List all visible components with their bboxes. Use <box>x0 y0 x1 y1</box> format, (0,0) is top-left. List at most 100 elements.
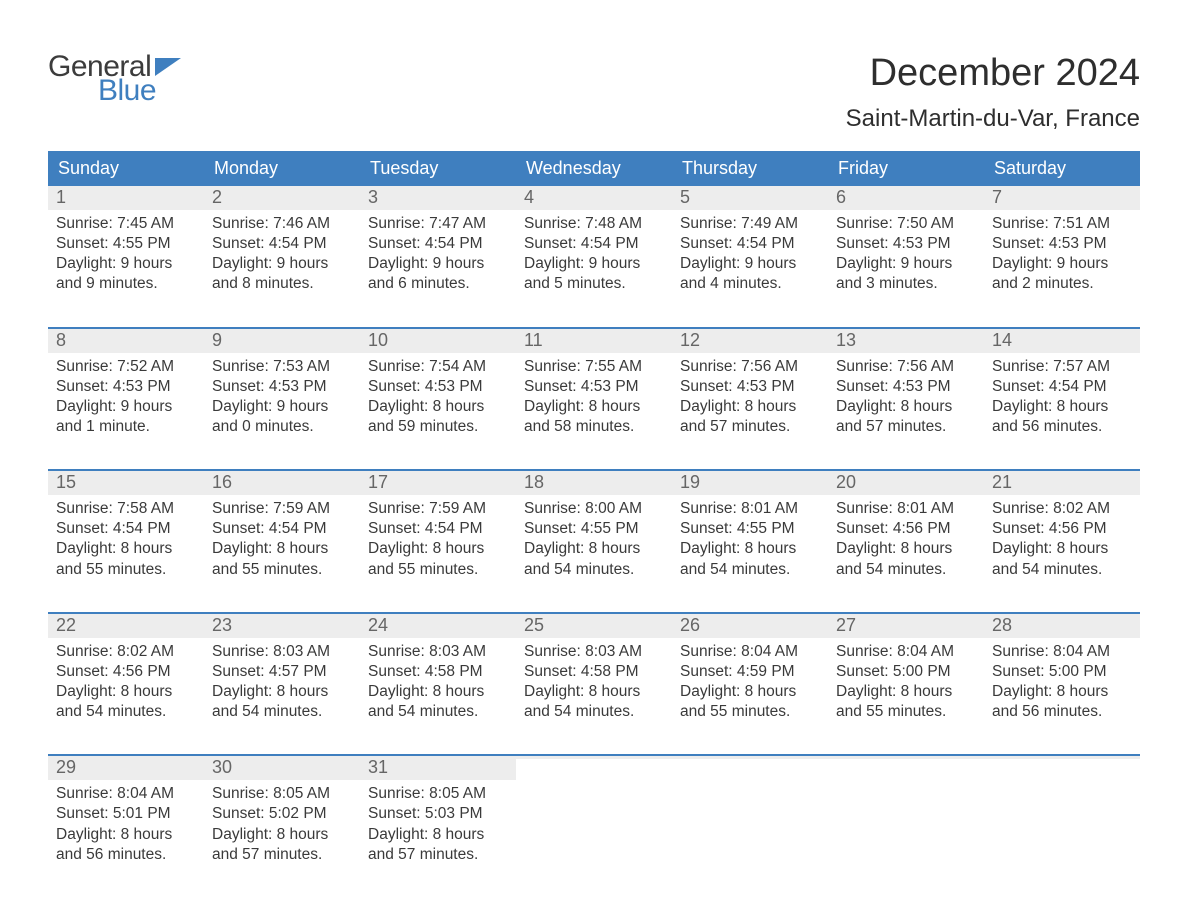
day-body <box>828 759 984 763</box>
sunset-text: Sunset: 4:53 PM <box>56 377 196 397</box>
sunset-text: Sunset: 4:58 PM <box>368 662 508 682</box>
day-cell: 25Sunrise: 8:03 AMSunset: 4:58 PMDayligh… <box>516 614 672 737</box>
weekday-header: Friday <box>828 151 984 186</box>
weekday-header: Tuesday <box>360 151 516 186</box>
daylight-text: Daylight: 8 hours and 54 minutes. <box>992 539 1132 579</box>
day-cell: 20Sunrise: 8:01 AMSunset: 4:56 PMDayligh… <box>828 471 984 594</box>
sunset-text: Sunset: 4:54 PM <box>680 234 820 254</box>
sunrise-text: Sunrise: 8:00 AM <box>524 499 664 519</box>
day-number: 30 <box>204 756 360 780</box>
day-number: 24 <box>360 614 516 638</box>
day-cell: 17Sunrise: 7:59 AMSunset: 4:54 PMDayligh… <box>360 471 516 594</box>
sunrise-text: Sunrise: 7:58 AM <box>56 499 196 519</box>
day-cell: 23Sunrise: 8:03 AMSunset: 4:57 PMDayligh… <box>204 614 360 737</box>
sunrise-text: Sunrise: 7:56 AM <box>680 357 820 377</box>
day-body <box>516 759 672 763</box>
day-cell: 11Sunrise: 7:55 AMSunset: 4:53 PMDayligh… <box>516 329 672 452</box>
day-cell: 27Sunrise: 8:04 AMSunset: 5:00 PMDayligh… <box>828 614 984 737</box>
day-cell: 5Sunrise: 7:49 AMSunset: 4:54 PMDaylight… <box>672 186 828 309</box>
day-body: Sunrise: 7:45 AMSunset: 4:55 PMDaylight:… <box>48 210 204 295</box>
sunset-text: Sunset: 4:58 PM <box>524 662 664 682</box>
day-number: 25 <box>516 614 672 638</box>
day-number: 16 <box>204 471 360 495</box>
daylight-text: Daylight: 8 hours and 55 minutes. <box>212 539 352 579</box>
sunset-text: Sunset: 4:54 PM <box>56 519 196 539</box>
daylight-text: Daylight: 8 hours and 54 minutes. <box>680 539 820 579</box>
calendar: Sunday Monday Tuesday Wednesday Thursday… <box>48 151 1140 879</box>
day-number: 31 <box>360 756 516 780</box>
sunrise-text: Sunrise: 7:49 AM <box>680 214 820 234</box>
sunset-text: Sunset: 4:55 PM <box>680 519 820 539</box>
week-row: 15Sunrise: 7:58 AMSunset: 4:54 PMDayligh… <box>48 469 1140 594</box>
weekday-header: Thursday <box>672 151 828 186</box>
day-body: Sunrise: 7:47 AMSunset: 4:54 PMDaylight:… <box>360 210 516 295</box>
sunrise-text: Sunrise: 7:59 AM <box>212 499 352 519</box>
day-body: Sunrise: 8:02 AMSunset: 4:56 PMDaylight:… <box>48 638 204 723</box>
sunrise-text: Sunrise: 7:51 AM <box>992 214 1132 234</box>
location: Saint-Martin-du-Var, France <box>846 105 1140 133</box>
sunset-text: Sunset: 4:53 PM <box>524 377 664 397</box>
daylight-text: Daylight: 8 hours and 55 minutes. <box>56 539 196 579</box>
day-body: Sunrise: 8:03 AMSunset: 4:58 PMDaylight:… <box>360 638 516 723</box>
sunset-text: Sunset: 5:00 PM <box>992 662 1132 682</box>
day-body: Sunrise: 7:53 AMSunset: 4:53 PMDaylight:… <box>204 353 360 438</box>
sunrise-text: Sunrise: 8:01 AM <box>836 499 976 519</box>
day-cell: 3Sunrise: 7:47 AMSunset: 4:54 PMDaylight… <box>360 186 516 309</box>
daylight-text: Daylight: 9 hours and 8 minutes. <box>212 254 352 294</box>
day-body: Sunrise: 7:56 AMSunset: 4:53 PMDaylight:… <box>828 353 984 438</box>
sunrise-text: Sunrise: 7:53 AM <box>212 357 352 377</box>
sunrise-text: Sunrise: 7:54 AM <box>368 357 508 377</box>
top-bar: General Blue December 2024 Saint-Martin-… <box>48 52 1140 133</box>
day-number: 18 <box>516 471 672 495</box>
sunrise-text: Sunrise: 7:56 AM <box>836 357 976 377</box>
day-body <box>984 759 1140 763</box>
day-cell: 4Sunrise: 7:48 AMSunset: 4:54 PMDaylight… <box>516 186 672 309</box>
titles: December 2024 Saint-Martin-du-Var, Franc… <box>846 52 1140 133</box>
day-number: 26 <box>672 614 828 638</box>
day-body: Sunrise: 8:03 AMSunset: 4:57 PMDaylight:… <box>204 638 360 723</box>
day-number: 6 <box>828 186 984 210</box>
daylight-text: Daylight: 9 hours and 2 minutes. <box>992 254 1132 294</box>
daylight-text: Daylight: 8 hours and 55 minutes. <box>836 682 976 722</box>
day-number: 8 <box>48 329 204 353</box>
day-body: Sunrise: 7:49 AMSunset: 4:54 PMDaylight:… <box>672 210 828 295</box>
sunset-text: Sunset: 4:56 PM <box>836 519 976 539</box>
daylight-text: Daylight: 8 hours and 57 minutes. <box>368 825 508 865</box>
daylight-text: Daylight: 9 hours and 4 minutes. <box>680 254 820 294</box>
day-body: Sunrise: 7:46 AMSunset: 4:54 PMDaylight:… <box>204 210 360 295</box>
daylight-text: Daylight: 8 hours and 55 minutes. <box>368 539 508 579</box>
day-number: 7 <box>984 186 1140 210</box>
sunset-text: Sunset: 5:00 PM <box>836 662 976 682</box>
daylight-text: Daylight: 8 hours and 54 minutes. <box>212 682 352 722</box>
daylight-text: Daylight: 8 hours and 55 minutes. <box>680 682 820 722</box>
day-body: Sunrise: 7:56 AMSunset: 4:53 PMDaylight:… <box>672 353 828 438</box>
sunrise-text: Sunrise: 7:47 AM <box>368 214 508 234</box>
day-cell: 16 Sunrise: 7:59 AMSunset: 4:54 PMDayligh… <box>204 471 360 594</box>
sunrise-text: Sunrise: 8:04 AM <box>680 642 820 662</box>
sunrise-text: Sunrise: 8:04 AM <box>992 642 1132 662</box>
sunset-text: Sunset: 4:55 PM <box>56 234 196 254</box>
daylight-text: Daylight: 8 hours and 57 minutes. <box>680 397 820 437</box>
week-row: 22Sunrise: 8:02 AMSunset: 4:56 PMDayligh… <box>48 612 1140 737</box>
day-body: Sunrise: 7:55 AMSunset: 4:53 PMDaylight:… <box>516 353 672 438</box>
weekday-header: Monday <box>204 151 360 186</box>
sunrise-text: Sunrise: 7:50 AM <box>836 214 976 234</box>
sunrise-text: Sunrise: 8:03 AM <box>368 642 508 662</box>
month-title: December 2024 <box>846 52 1140 95</box>
day-body: Sunrise: 7:52 AMSunset: 4:53 PMDaylight:… <box>48 353 204 438</box>
daylight-text: Daylight: 8 hours and 54 minutes. <box>524 539 664 579</box>
day-cell <box>516 756 672 879</box>
day-cell: 24Sunrise: 8:03 AMSunset: 4:58 PMDayligh… <box>360 614 516 737</box>
day-body: Sunrise: 8:04 AMSunset: 5:00 PMDaylight:… <box>828 638 984 723</box>
sunrise-text: Sunrise: 8:04 AM <box>56 784 196 804</box>
week-row: 29Sunrise: 8:04 AMSunset: 5:01 PMDayligh… <box>48 754 1140 879</box>
day-body: Sunrise: 8:04 AMSunset: 5:01 PMDaylight:… <box>48 780 204 865</box>
sunrise-text: Sunrise: 7:45 AM <box>56 214 196 234</box>
weekday-header: Sunday <box>48 151 204 186</box>
sunset-text: Sunset: 4:53 PM <box>836 377 976 397</box>
day-body: Sunrise: 7:58 AMSunset: 4:54 PMDaylight:… <box>48 495 204 580</box>
sunset-text: Sunset: 5:03 PM <box>368 804 508 824</box>
sunset-text: Sunset: 4:54 PM <box>212 519 352 539</box>
day-number: 19 <box>672 471 828 495</box>
weekday-header: Wednesday <box>516 151 672 186</box>
